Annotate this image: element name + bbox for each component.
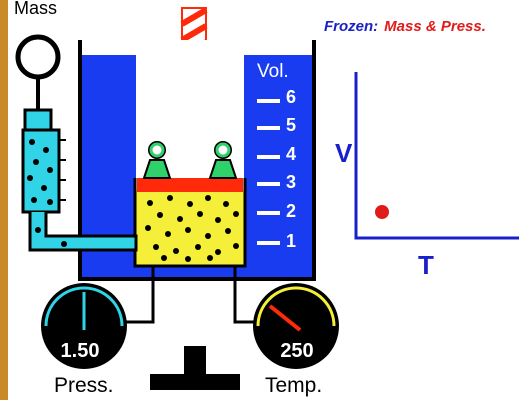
- mass-label: Mass: [14, 0, 58, 18]
- volume-tick-4: 4: [286, 144, 297, 164]
- temperature-gauge: [253, 283, 339, 369]
- weight-left: [142, 141, 172, 179]
- volume-tick-1: 1: [286, 231, 297, 251]
- volume-tick-5: 5: [286, 115, 297, 135]
- frozen-caption: Frozen: Mass & Press.: [324, 18, 486, 35]
- volume-tick-2: 2: [286, 201, 297, 221]
- temperature-gauge-value: 250: [280, 340, 314, 362]
- graph-x-axis-label: T: [418, 250, 434, 280]
- volume-tick-3: 3: [286, 172, 297, 192]
- temperature-label: Temp.: [265, 374, 323, 397]
- graph-point: [375, 205, 389, 219]
- graph-y-axis-label: V: [335, 138, 353, 168]
- pressure-gauge-value: 1.50: [60, 340, 100, 362]
- gas-molecules: [145, 195, 239, 262]
- volume-scale-ticks: [257, 99, 280, 245]
- gauge-wires: [122, 266, 260, 324]
- frozen-prefix: Frozen:: [324, 18, 379, 35]
- left-border-strip: [0, 0, 8, 400]
- weights: [142, 141, 238, 179]
- burner-icon: [150, 346, 240, 390]
- volume-tick-6: 6: [286, 87, 297, 107]
- gas-chamber: [133, 178, 247, 268]
- pressure-syringe: [15, 34, 138, 252]
- weight-right: [208, 141, 238, 179]
- volume-scale-title: Vol.: [257, 61, 289, 82]
- pressure-label: Press.: [54, 374, 114, 397]
- vt-graph: [354, 72, 519, 240]
- frozen-values: Mass & Press.: [384, 18, 486, 35]
- piston: [137, 178, 243, 192]
- pressure-gauge: [41, 283, 127, 369]
